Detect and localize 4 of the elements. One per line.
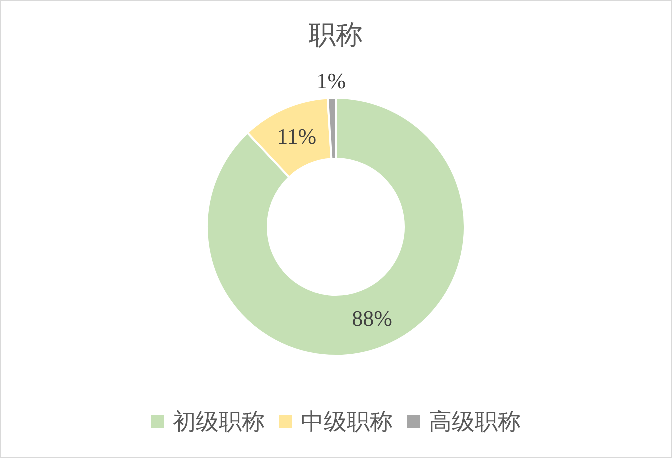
- legend-label: 中级职称: [301, 410, 393, 434]
- title: 职称: [309, 20, 363, 50]
- legend-label: 高级职称: [429, 410, 521, 434]
- legend-label: 初级职称: [173, 410, 265, 434]
